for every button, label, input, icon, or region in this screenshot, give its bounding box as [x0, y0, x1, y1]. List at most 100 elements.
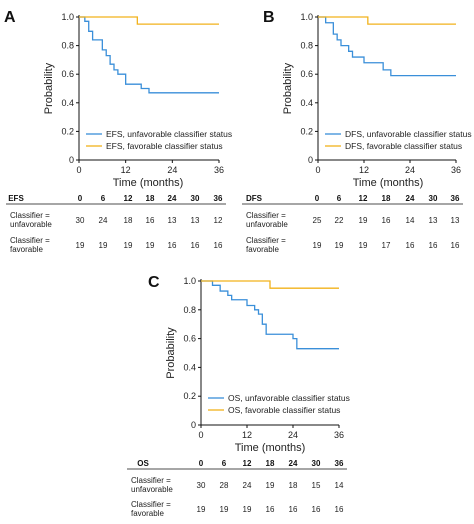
y-tick-label: 1.0 [61, 12, 74, 22]
table-cell: 12 [214, 216, 223, 225]
table-cell: 24 [99, 216, 108, 225]
x-axis-label: Time (months) [113, 177, 184, 189]
table-row-label: Classifier = [131, 500, 171, 509]
panel-a: A 0 0.2 0.4 0.6 0.8 1.0 0 12 24 36 Time (months) Pro… [4, 9, 232, 254]
table-cell: 19 [243, 505, 252, 514]
x-tick-label: 0 [315, 165, 320, 175]
panel-b: B 0 0.2 0.4 0.6 0.8 1.0 0 12 24 36 Time (months) Pro… [242, 9, 472, 254]
table-cell: 16 [382, 216, 391, 225]
x-tick-label: 36 [451, 165, 461, 175]
table-cell: 15 [312, 481, 321, 490]
series-unfavorable-line [201, 280, 339, 350]
series-favorable-line [318, 16, 456, 25]
y-tick-label: 0.6 [300, 69, 313, 79]
legend-label-unfavorable: DFS, unfavorable classifier status [345, 129, 472, 139]
table-cell: 16 [191, 241, 200, 250]
table-cell: 30 [76, 216, 85, 225]
table-header: OS [137, 459, 149, 468]
y-tick-label: 0.8 [61, 41, 74, 51]
x-axis-label: Time (months) [353, 177, 424, 189]
table-cell: 28 [220, 481, 229, 490]
table-cell: 18 [124, 216, 133, 225]
y-tick-label: 0.4 [300, 98, 313, 108]
panel-letter: C [148, 274, 160, 291]
table-time-label: 18 [146, 194, 155, 203]
y-tick-label: 1.0 [300, 12, 313, 22]
table-time-label: 30 [191, 194, 200, 203]
legend-label-unfavorable: EFS, unfavorable classifier status [106, 129, 232, 139]
table-cell: 13 [451, 216, 460, 225]
table-header: DFS [246, 194, 263, 203]
table-cell: 19 [335, 241, 344, 250]
x-axis-label: Time (months) [235, 442, 306, 454]
table-cell: 17 [382, 241, 391, 250]
x-tick-label: 36 [214, 165, 224, 175]
table-time-label: 18 [382, 194, 391, 203]
table-cell: 19 [76, 241, 85, 250]
panel-letter: B [263, 9, 275, 26]
table-cell: 16 [312, 505, 321, 514]
table-cell: 19 [124, 241, 133, 250]
series-favorable-line [201, 280, 339, 289]
x-tick-label: 0 [198, 430, 203, 440]
table-cell: 16 [429, 241, 438, 250]
y-tick-label: 0.2 [183, 391, 196, 401]
table-cell: 13 [191, 216, 200, 225]
table-cell: 16 [406, 241, 415, 250]
series-unfavorable-line [318, 16, 456, 77]
y-tick-label: 0.6 [61, 69, 74, 79]
table-time-label: 12 [243, 459, 252, 468]
table-cell: 22 [335, 216, 344, 225]
table-cell: 16 [289, 505, 298, 514]
table-cell: 19 [220, 505, 229, 514]
table-cell: 19 [359, 241, 368, 250]
y-tick-label: 0 [69, 155, 74, 165]
x-tick-label: 12 [121, 165, 131, 175]
table-row-label: favorable [10, 245, 43, 254]
y-tick-label: 0.4 [183, 362, 196, 372]
table-row-label: unfavorable [131, 485, 173, 494]
table-time-label: 30 [429, 194, 438, 203]
y-tick-label: 0 [308, 155, 313, 165]
table-time-label: 18 [266, 459, 275, 468]
panel-letter: A [4, 9, 16, 26]
table-cell: 18 [289, 481, 298, 490]
x-tick-label: 24 [288, 430, 298, 440]
y-axis-label: Probability [165, 327, 177, 379]
table-row-label: Classifier = [246, 211, 286, 220]
table-time-label: 24 [168, 194, 177, 203]
series-favorable-line [79, 16, 219, 25]
table-cell: 13 [429, 216, 438, 225]
table-time-label: 36 [214, 194, 223, 203]
table-row-label: favorable [131, 509, 164, 518]
y-axis-label: Probability [282, 62, 294, 114]
y-tick-label: 0.6 [183, 334, 196, 344]
table-time-label: 6 [101, 194, 106, 203]
x-tick-label: 12 [359, 165, 369, 175]
table-cell: 25 [313, 216, 322, 225]
legend-label-favorable: EFS, favorable classifier status [106, 141, 223, 151]
table-row-label: unfavorable [246, 220, 288, 229]
y-tick-label: 0.8 [183, 305, 196, 315]
legend-label-favorable: DFS, favorable classifier status [345, 141, 462, 151]
table-row-label: Classifier = [10, 236, 50, 245]
series-unfavorable-line [79, 16, 219, 94]
table-row-label: Classifier = [246, 236, 286, 245]
table-row-label: favorable [246, 245, 279, 254]
table-time-label: 30 [312, 459, 321, 468]
table-cell: 16 [168, 241, 177, 250]
table-time-label: 24 [406, 194, 415, 203]
x-tick-label: 36 [334, 430, 344, 440]
table-cell: 19 [146, 241, 155, 250]
table-cell: 14 [335, 481, 344, 490]
table-time-label: 36 [451, 194, 460, 203]
table-cell: 19 [359, 216, 368, 225]
table-time-label: 36 [335, 459, 344, 468]
legend-label-unfavorable: OS, unfavorable classifier status [228, 393, 350, 403]
y-tick-label: 1.0 [183, 276, 196, 286]
table-header: EFS [8, 194, 24, 203]
table-cell: 16 [266, 505, 275, 514]
